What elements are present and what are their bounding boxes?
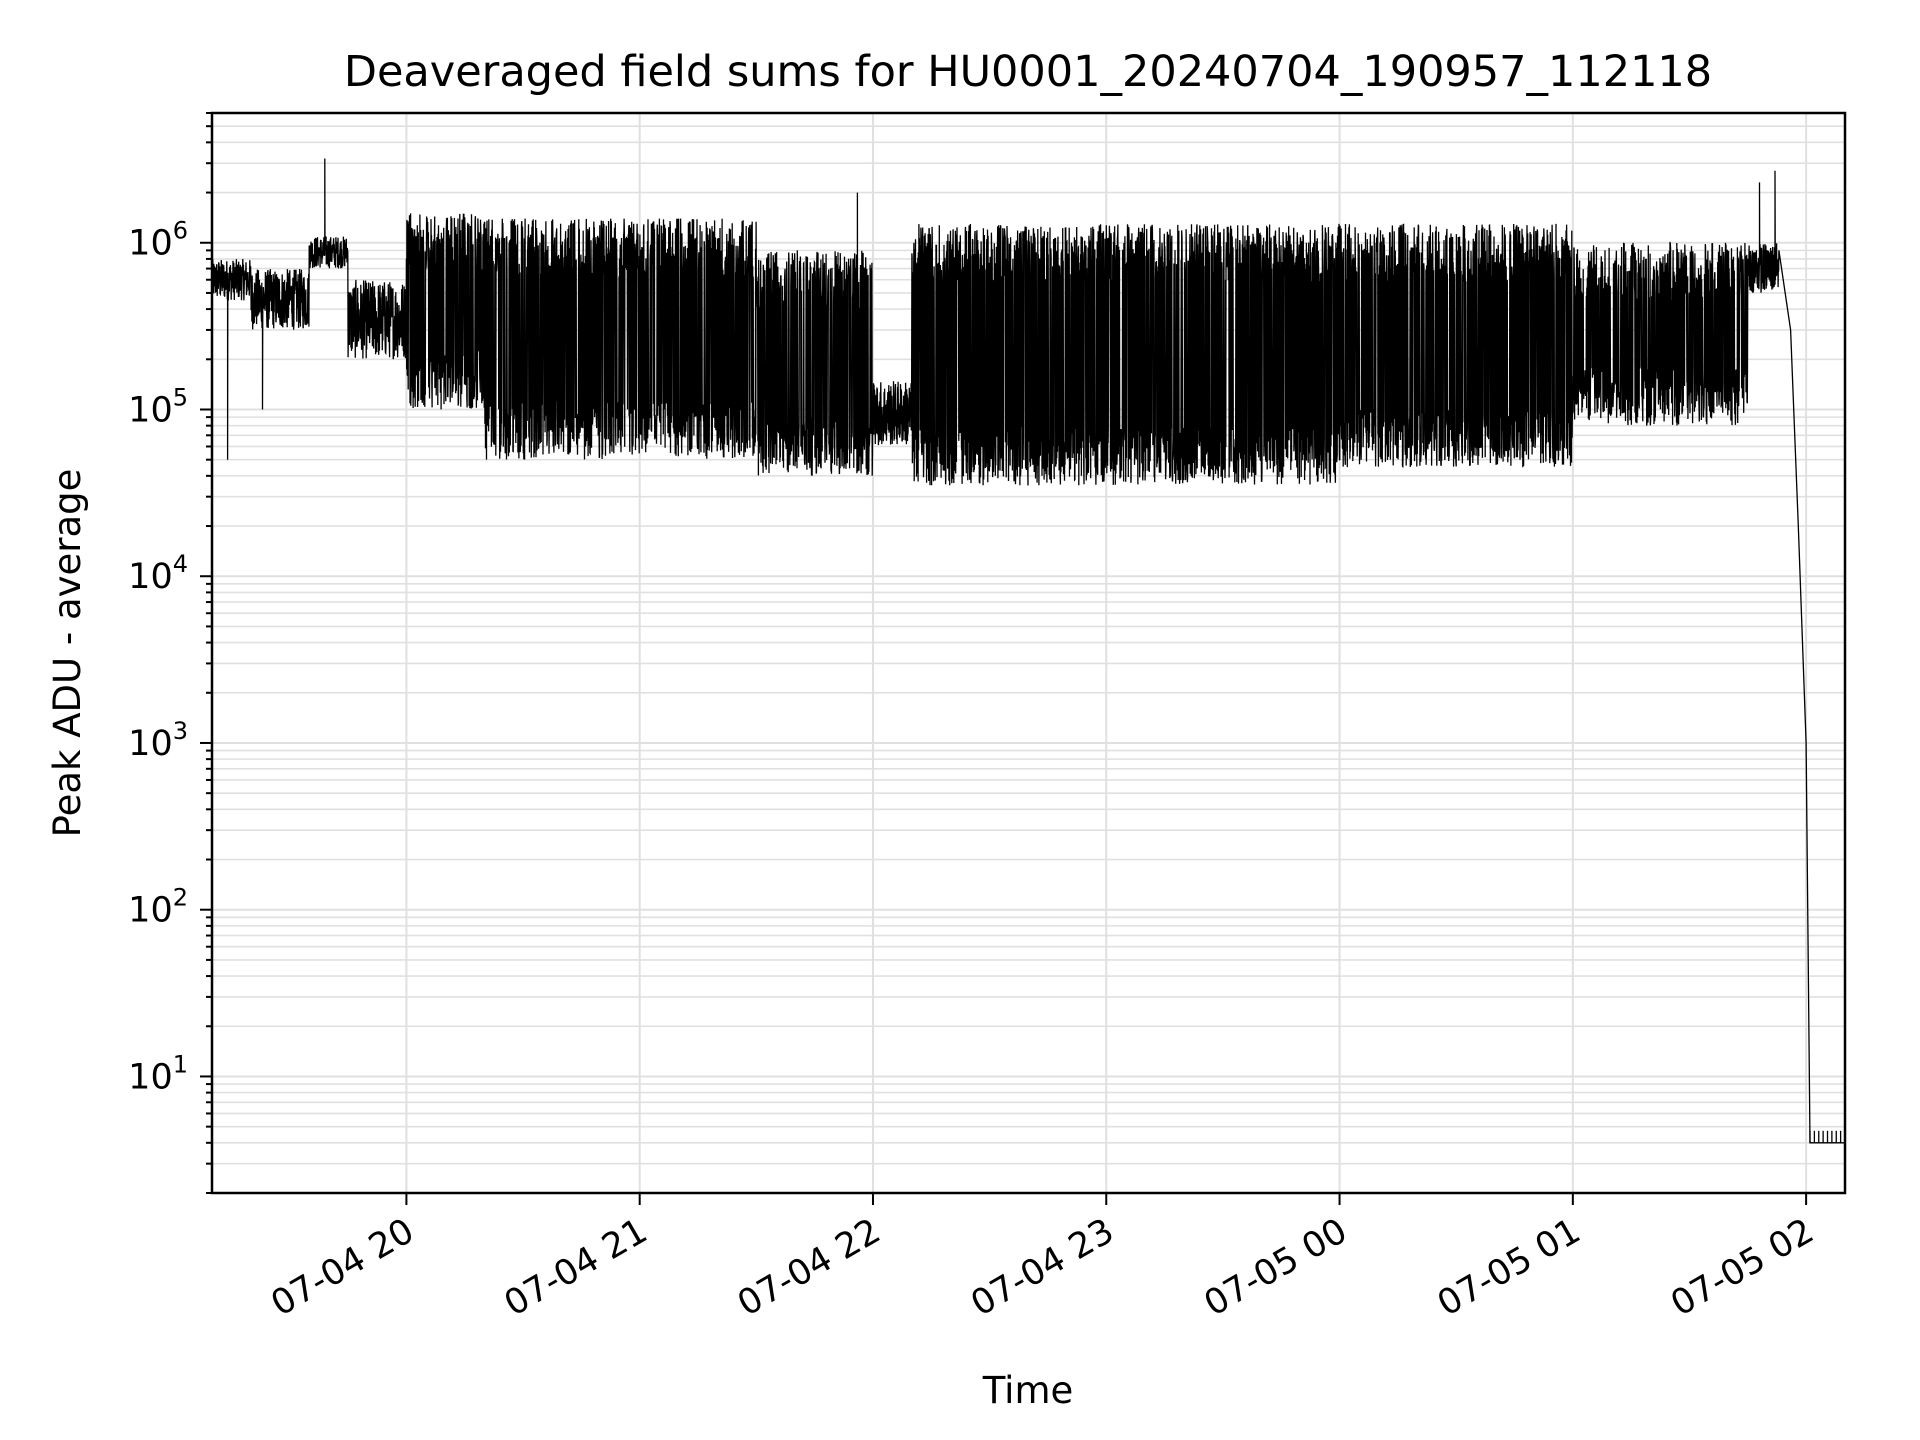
y-tick-base: 10 <box>128 224 173 264</box>
y-tick-base: 10 <box>128 390 173 430</box>
y-tick-label: 102 <box>128 884 188 931</box>
y-axis-label: Peak ADU - average <box>46 469 89 838</box>
y-tick-base: 10 <box>128 557 173 597</box>
series-line <box>211 158 1845 1144</box>
y-tick-label: 106 <box>128 217 188 264</box>
y-tick-base: 10 <box>128 891 173 931</box>
y-tick-label: 105 <box>128 383 188 430</box>
plot-frame <box>210 111 1847 1195</box>
y-tick-label: 103 <box>128 717 188 764</box>
data-layer <box>211 158 1846 1144</box>
y-tick-exponent: 2 <box>173 884 188 912</box>
y-tick-base: 10 <box>128 724 173 764</box>
y-tick-label: 101 <box>128 1050 188 1097</box>
y-tick-exponent: 4 <box>173 550 188 578</box>
y-tick-exponent: 1 <box>173 1050 188 1078</box>
y-tick-exponent: 3 <box>173 717 188 745</box>
y-tick-base: 10 <box>128 1057 173 1097</box>
y-tick-label: 104 <box>128 550 188 597</box>
x-axis-label: Time <box>982 1369 1074 1412</box>
chart-title: Deaveraged field sums for HU0001_2024070… <box>344 47 1712 97</box>
y-tick-exponent: 5 <box>173 383 188 411</box>
y-tick-exponent: 6 <box>173 217 188 245</box>
